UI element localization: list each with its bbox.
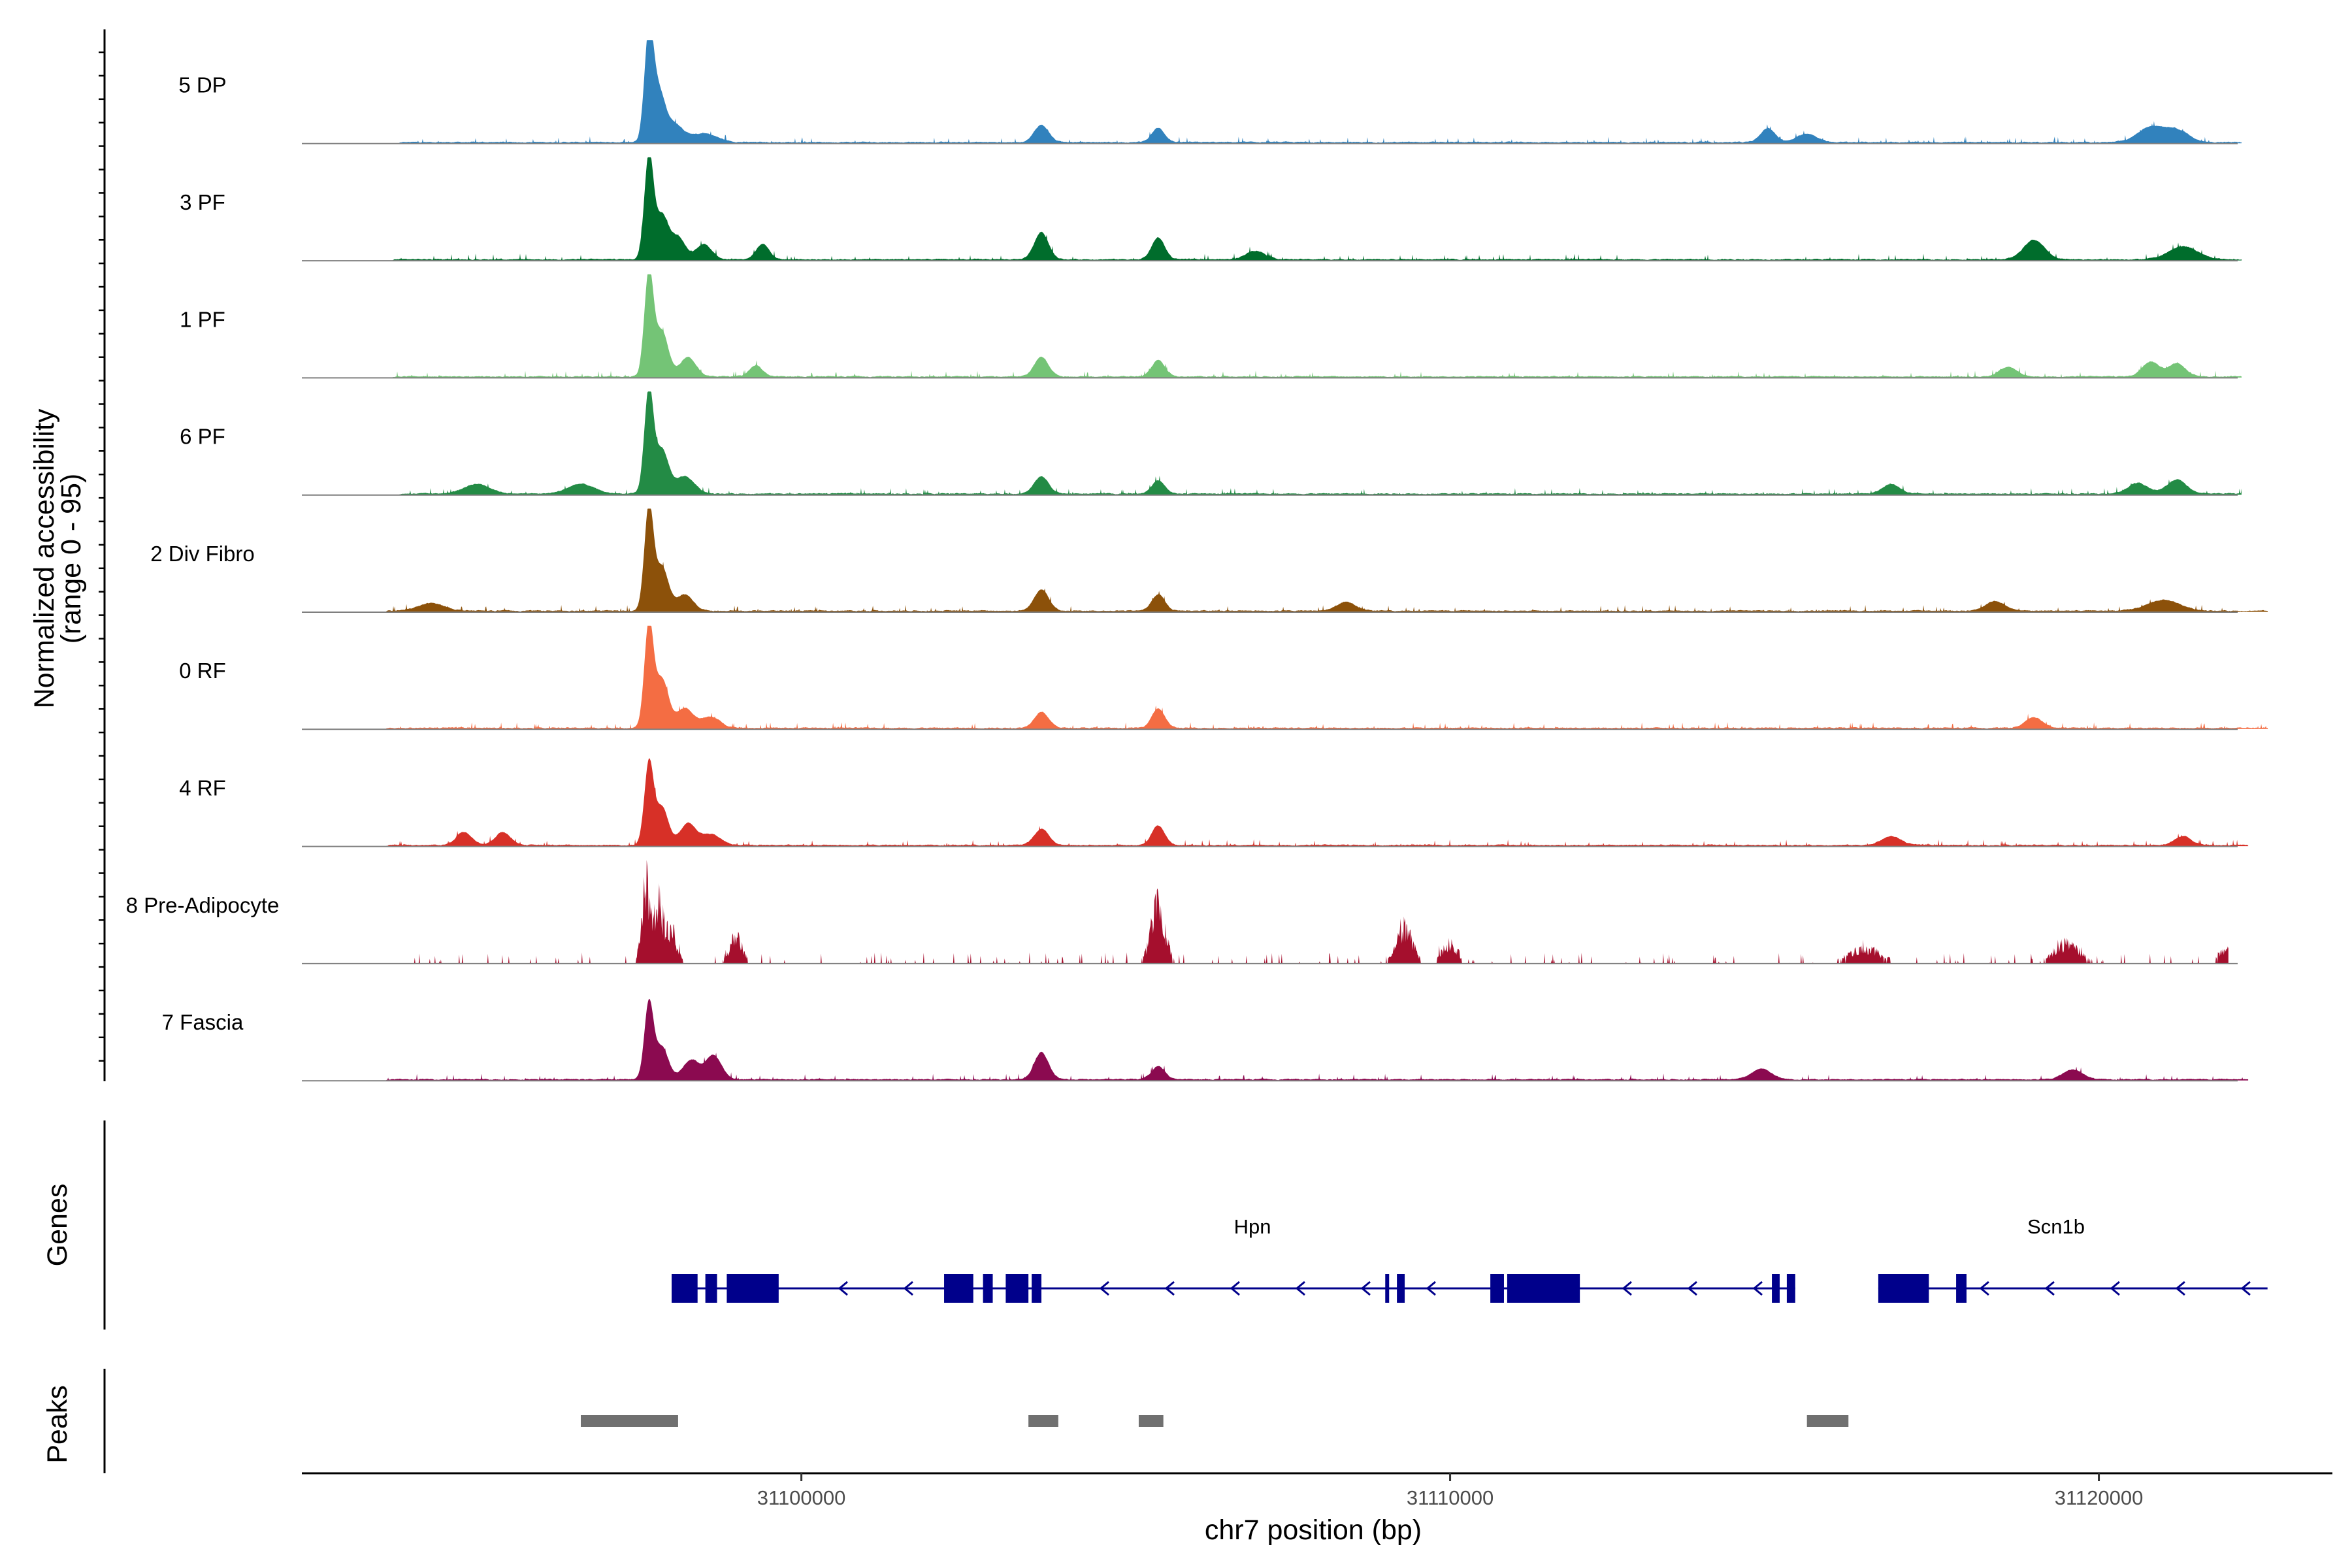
strand-chevron	[2240, 1281, 2251, 1296]
track-label: 2 Div Fibro	[150, 542, 255, 566]
strand-chevron	[1979, 1281, 1989, 1296]
gene-exon	[727, 1274, 779, 1303]
track-3-pf: 3 PF	[180, 157, 2242, 262]
genes-panel-title: Genes	[42, 1184, 73, 1267]
strand-chevron	[1622, 1281, 1632, 1296]
coverage-area	[393, 157, 2242, 261]
x-tick-label: 31100000	[757, 1486, 846, 1509]
peak-region	[580, 1415, 678, 1427]
coverage-area	[399, 391, 2242, 495]
strand-chevron	[903, 1281, 913, 1296]
gene-exon	[1786, 1274, 1795, 1303]
gene-exon	[1397, 1274, 1405, 1303]
x-axis-title: chr7 position (bp)	[1205, 1514, 1422, 1546]
gene-exon	[1385, 1274, 1390, 1303]
gene-label: Scn1b	[2027, 1215, 2085, 1238]
track-label: 0 RF	[179, 659, 226, 683]
track-label: 3 PF	[180, 190, 225, 214]
coverage-area	[386, 508, 2268, 612]
track-label: 4 RF	[179, 776, 226, 800]
x-tick-label: 31110000	[1407, 1486, 1494, 1509]
x-axis-layer: 31100000 31110000 31120000	[302, 1472, 2332, 1509]
gene-scn1b: Scn1b	[1878, 1215, 2268, 1303]
gene-exon	[944, 1274, 973, 1303]
strand-chevron	[1687, 1281, 1697, 1296]
y-axis-subtitle: (range 0 - 95)	[56, 474, 87, 644]
strand-chevron	[1099, 1281, 1109, 1296]
strand-chevron	[838, 1281, 848, 1296]
peak-region	[1138, 1415, 1164, 1427]
strand-chevron	[2110, 1281, 2120, 1296]
track-label: 6 PF	[180, 425, 225, 449]
strand-chevron	[2175, 1281, 2185, 1296]
coverage-area	[399, 40, 2242, 144]
track-5-dp: 5 DP	[178, 40, 2242, 144]
peaks-layer	[103, 1369, 1849, 1473]
track-7-fascia: 7 Fascia	[162, 998, 2249, 1082]
strand-chevron	[1752, 1281, 1763, 1296]
track-8-pre-adipocyte: 8 Pre-Adipocyte	[126, 860, 2238, 964]
strand-chevron	[1360, 1281, 1371, 1296]
peaks-panel-title: Peaks	[42, 1385, 73, 1463]
strand-chevron	[1295, 1281, 1305, 1296]
gene-hpn: Hpn	[671, 1215, 1795, 1303]
track-label: 8 Pre-Adipocyte	[126, 893, 280, 917]
gene-exon	[1490, 1274, 1504, 1303]
track-label: 5 DP	[178, 73, 226, 97]
gene-exon	[705, 1274, 717, 1303]
coverage-area	[386, 758, 2249, 847]
track-4-rf: 4 RF	[179, 758, 2249, 847]
coverage-area	[412, 860, 2229, 964]
peak-region	[1028, 1415, 1058, 1427]
gene-exon	[1878, 1274, 1929, 1303]
track-2-div-fibro: 2 Div Fibro	[150, 508, 2268, 613]
x-tick-label: 31120000	[2055, 1486, 2144, 1509]
strand-chevron	[1164, 1281, 1175, 1296]
gene-exon	[983, 1274, 993, 1303]
coverage-area	[386, 998, 2249, 1081]
gene-label: Hpn	[1234, 1215, 1271, 1238]
strand-chevron	[1426, 1281, 1436, 1296]
peak-region	[1806, 1415, 1849, 1427]
gene-exon	[1005, 1274, 1029, 1303]
gene-exon	[671, 1274, 698, 1303]
gene-exon	[1956, 1274, 1967, 1303]
coverage-area	[393, 274, 2242, 378]
strand-chevron	[2044, 1281, 2055, 1296]
track-6-pf: 6 PF	[180, 391, 2242, 496]
left-axis-layer	[99, 29, 106, 1081]
gene-exon	[1507, 1274, 1580, 1303]
track-0-rf: 0 RF	[179, 625, 2268, 730]
genes-layer: Hpn Scn1b	[103, 1120, 2268, 1330]
strand-chevron	[1230, 1281, 1240, 1296]
tracks-layer: 5 DP 3 PF 1 PF 6 PF 2 Div Fibro 0 RF 4 RF 8 Pre…	[126, 40, 2268, 1082]
track-label: 1 PF	[180, 307, 225, 331]
track-1-pf: 1 PF	[180, 274, 2242, 379]
track-label: 7 Fascia	[162, 1010, 244, 1034]
gene-exon	[1772, 1274, 1780, 1303]
y-axis-title: Normalized accessibility	[29, 408, 60, 708]
gene-exon	[1032, 1274, 1041, 1303]
coverage-area	[386, 625, 2268, 729]
